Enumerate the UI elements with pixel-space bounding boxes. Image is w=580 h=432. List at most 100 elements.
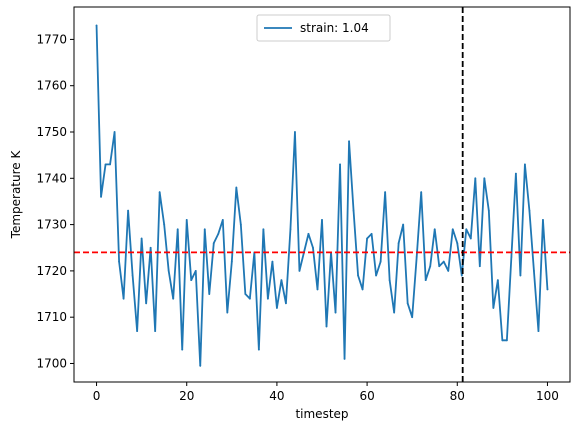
data-point: [465, 228, 468, 231]
data-point: [199, 364, 202, 367]
data-point: [343, 357, 346, 360]
data-point: [402, 223, 405, 226]
data-point: [212, 242, 215, 245]
y-tick-label: 1760: [36, 79, 67, 93]
data-point: [95, 24, 98, 27]
data-point: [334, 311, 337, 314]
y-axis: 1700 1710 1720 1730 1740 1750 1760 1770: [36, 32, 74, 370]
data-point: [492, 307, 495, 309]
x-tick-label: 60: [359, 389, 374, 403]
y-tick-label: 1730: [36, 218, 67, 232]
data-point: [167, 269, 170, 272]
data-point: [460, 274, 463, 277]
data-point: [528, 209, 531, 212]
data-point: [339, 163, 341, 166]
data-point: [230, 260, 233, 263]
x-tick-label: 0: [93, 389, 101, 403]
data-point: [366, 237, 368, 240]
data-point: [496, 279, 499, 282]
data-point: [321, 219, 323, 221]
data-point: [158, 191, 161, 194]
legend: strain: 1.04: [256, 14, 391, 42]
plot-frame: [73, 6, 571, 383]
data-point: [442, 260, 445, 263]
x-tick-label: 40: [269, 389, 284, 403]
data-point: [487, 209, 490, 212]
data-point: [524, 163, 526, 166]
data-point: [312, 246, 314, 249]
data-point: [203, 228, 206, 231]
data-point: [257, 348, 260, 351]
data-point: [424, 279, 427, 282]
data-point: [118, 260, 120, 263]
data-point: [357, 274, 359, 277]
data-point: [194, 269, 197, 272]
x-tick-label: 80: [450, 389, 465, 403]
data-point: [415, 256, 418, 258]
y-axis-label: Temperature K: [9, 150, 23, 240]
data-point: [100, 195, 102, 198]
data-point: [429, 265, 432, 268]
data-point: [176, 228, 179, 231]
data-point: [379, 260, 382, 263]
data-point: [510, 256, 513, 258]
data-point: [348, 140, 350, 143]
data-point: [483, 177, 486, 180]
data-point: [533, 269, 535, 272]
data-point: [393, 311, 396, 314]
x-axis-label: timestep: [295, 407, 348, 421]
x-tick-label: 20: [179, 389, 194, 403]
data-point: [388, 279, 391, 282]
x-tick-label: 100: [536, 389, 559, 403]
data-point: [352, 209, 355, 212]
data-point: [285, 302, 287, 305]
data-point: [140, 237, 143, 240]
data-point: [136, 330, 139, 332]
data-point: [469, 237, 472, 240]
data-point: [298, 269, 301, 272]
data-point: [316, 288, 319, 291]
data-point: [217, 232, 220, 235]
y-tick-label: 1710: [36, 310, 67, 324]
data-point: [406, 302, 409, 305]
data-point: [542, 219, 544, 221]
data-point: [361, 288, 364, 291]
data-point: [271, 260, 274, 263]
data-point: [122, 297, 125, 300]
legend-box: [256, 14, 391, 42]
data-point: [185, 219, 188, 221]
data-point: [478, 265, 481, 268]
y-tick-label: 1740: [36, 171, 67, 185]
data-point: [127, 209, 130, 212]
data-point: [375, 274, 378, 277]
data-point: [190, 279, 193, 282]
data-point: [235, 186, 238, 189]
plot-content: [74, 7, 570, 382]
data-point: [181, 348, 184, 351]
data-point: [109, 163, 111, 166]
data-point: [546, 288, 549, 291]
data-point: [537, 330, 540, 332]
data-point: [474, 177, 477, 180]
y-tick-label: 1700: [36, 356, 67, 370]
data-point: [438, 265, 441, 268]
data-point: [501, 339, 504, 342]
y-tick-label: 1720: [36, 264, 67, 278]
data-point: [505, 339, 508, 342]
data-point: [451, 228, 454, 231]
data-point: [248, 297, 251, 300]
data-point: [433, 228, 436, 231]
data-point: [244, 293, 247, 295]
data-point: [325, 325, 328, 328]
data-point: [397, 242, 400, 245]
data-point: [307, 232, 310, 235]
data-point: [131, 274, 134, 277]
data-point: [384, 191, 387, 194]
data-point: [519, 274, 522, 277]
data-point: [145, 302, 148, 305]
data-point: [239, 223, 242, 226]
data-point: [370, 232, 373, 235]
data-point: [289, 228, 292, 231]
